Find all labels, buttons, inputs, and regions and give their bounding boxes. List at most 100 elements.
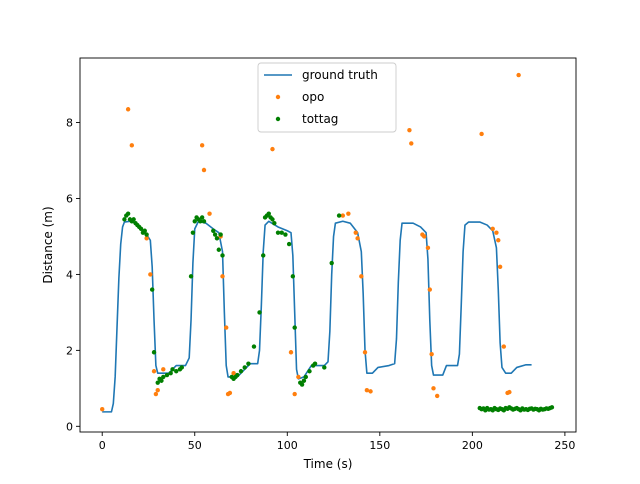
y-tick-label: 2 [66, 344, 73, 357]
data-point-tottag [272, 220, 277, 226]
legend-box [257, 62, 397, 133]
data-point-opo [496, 238, 501, 243]
data-point-opo [479, 131, 484, 137]
data-point-opo [497, 264, 503, 270]
data-point-opo [161, 367, 166, 372]
data-point-tottag [151, 350, 157, 355]
data-point-tottag [283, 232, 288, 237]
x-tick-label: 150 [369, 439, 390, 452]
data-point-tottag [329, 260, 334, 266]
y-tick-label: 4 [66, 268, 73, 281]
data-point-tottag [301, 378, 307, 383]
data-point-tottag [122, 217, 127, 222]
data-point-opo [292, 391, 297, 397]
data-point-tottag [201, 219, 207, 224]
data-point-opo [153, 391, 159, 397]
data-point-opo [227, 390, 233, 396]
data-point-tottag [190, 230, 196, 235]
data-point-opo [429, 351, 434, 357]
data-point-tottag [303, 374, 308, 380]
data-point-tottag [179, 365, 184, 370]
data-point-opo [288, 350, 294, 355]
data-point-tottag [336, 213, 342, 218]
data-point-tottag [279, 230, 284, 235]
data-point-opo [409, 141, 414, 146]
legend: ground truth opo tottag [257, 62, 397, 133]
data-point-tottag [286, 241, 292, 247]
data-point-opo [355, 236, 360, 241]
data-point-tottag [149, 287, 155, 292]
data-point-tottag [246, 361, 251, 366]
data-point-opo [144, 236, 149, 241]
x-axis-label: Time (s) [303, 457, 353, 471]
data-point-opo [425, 245, 431, 251]
data-point-tottag [292, 325, 297, 330]
data-point-tottag [142, 228, 147, 233]
data-point-opo [220, 274, 225, 279]
data-point-opo [296, 374, 301, 380]
data-point-opo [199, 143, 205, 148]
data-point-opo [501, 344, 507, 349]
data-point-opo [231, 370, 236, 376]
x-tick-label: 100 [277, 439, 298, 452]
y-tick-label: 6 [66, 192, 73, 205]
data-point-tottag [138, 226, 144, 232]
data-point-tottag [270, 217, 275, 222]
data-point-tottag [218, 232, 223, 237]
data-point-tottag [198, 219, 203, 224]
legend-swatch-opo [275, 94, 281, 100]
data-point-opo [422, 234, 427, 239]
data-point-opo [364, 388, 370, 393]
legend-label-tottag: tottag [302, 112, 338, 126]
data-point-opo [353, 230, 358, 235]
data-point-opo [224, 325, 229, 330]
data-point-tottag [164, 372, 170, 378]
data-point-opo [427, 287, 432, 292]
data-point-opo [207, 211, 212, 216]
data-point-tottag [238, 369, 244, 374]
data-point-opo [148, 272, 153, 277]
data-point-tottag [549, 405, 555, 410]
data-point-opo [494, 230, 499, 235]
data-point-tottag [216, 247, 222, 252]
data-point-tottag [168, 370, 173, 376]
data-point-tottag [174, 369, 179, 374]
data-point-tottag [257, 310, 262, 315]
data-point-opo [368, 389, 373, 394]
data-point-opo [507, 389, 512, 395]
data-point-tottag [131, 217, 136, 222]
x-tick-label: 200 [462, 439, 483, 452]
data-point-tottag [199, 215, 205, 220]
data-point-tottag [170, 367, 175, 372]
data-point-tottag [144, 232, 149, 237]
data-point-opo [359, 274, 364, 279]
data-point-tottag [290, 274, 296, 279]
x-tick-label: 0 [99, 439, 106, 452]
data-point-tottag [125, 211, 131, 216]
legend-label-opo: opo [302, 90, 324, 104]
data-point-opo [407, 127, 412, 133]
data-point-tottag [220, 253, 225, 258]
data-point-opo [340, 213, 346, 218]
data-point-opo [346, 211, 351, 216]
data-point-opo [125, 107, 131, 112]
data-point-opo [490, 226, 495, 232]
data-point-tottag [322, 365, 327, 370]
y-tick-label: 0 [66, 420, 73, 433]
data-point-opo [155, 388, 160, 393]
data-point-tottag [159, 378, 164, 383]
data-point-opo [431, 386, 436, 391]
axes: 0 50 100 150 200 250 0 2 4 6 8 [66, 57, 577, 452]
data-point-tottag [307, 369, 312, 374]
data-point-opo [362, 350, 368, 355]
plot-area [100, 72, 555, 413]
data-point-opo [270, 146, 275, 152]
data-point-opo [151, 369, 157, 374]
data-point-opo [100, 407, 105, 412]
data-point-tottag [212, 232, 218, 237]
data-point-tottag [242, 365, 247, 370]
legend-label-ground-truth: ground truth [302, 68, 378, 82]
data-point-tottag [161, 374, 166, 380]
y-axis-label: Distance (m) [41, 206, 55, 283]
data-point-tottag [235, 372, 240, 378]
